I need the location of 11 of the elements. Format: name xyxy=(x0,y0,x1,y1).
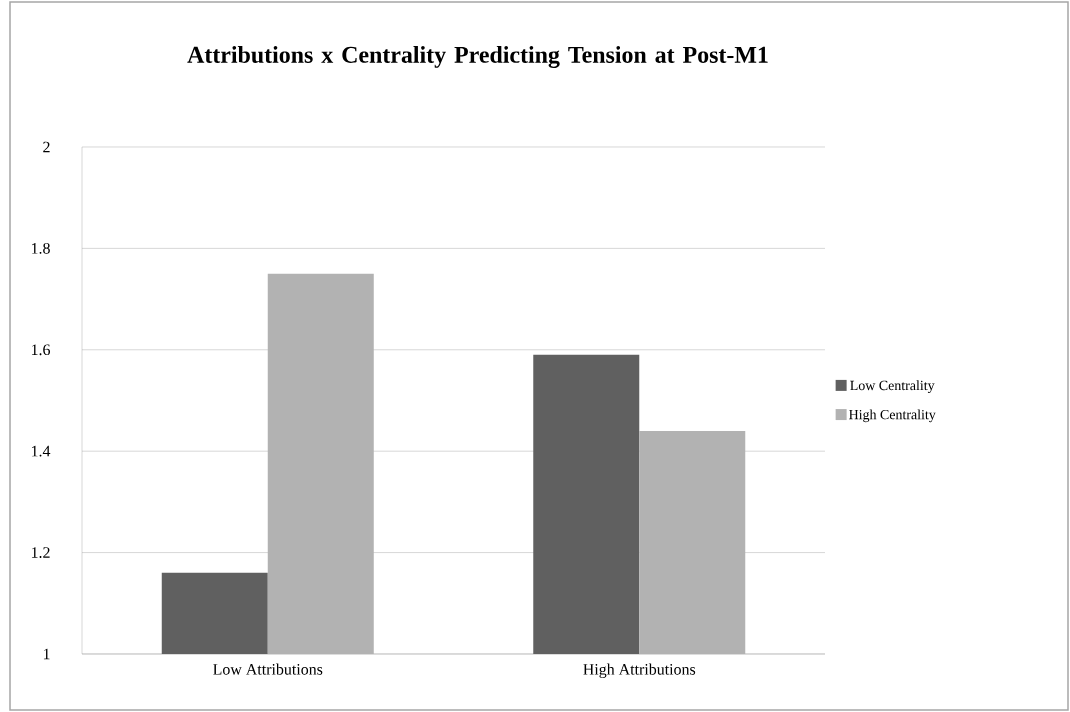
y-tick-label: 1 xyxy=(43,648,50,660)
y-tick-label: 1.2 xyxy=(31,547,50,558)
legend-label: High Centrality xyxy=(849,409,936,423)
legend-label: Low Centrality xyxy=(850,380,935,394)
chart-title: Attributions x Centrality Predicting Tension at Post-M1 xyxy=(187,46,768,68)
y-tick-label: 2 xyxy=(43,141,50,153)
x-tick-label: High Attributions xyxy=(583,663,696,678)
y-tick-label: 1.4 xyxy=(31,445,51,457)
y-tick-label: 1.8 xyxy=(31,242,50,254)
y-tick-label: 1.6 xyxy=(31,344,51,356)
x-tick-label: Low Attributions xyxy=(213,663,323,675)
